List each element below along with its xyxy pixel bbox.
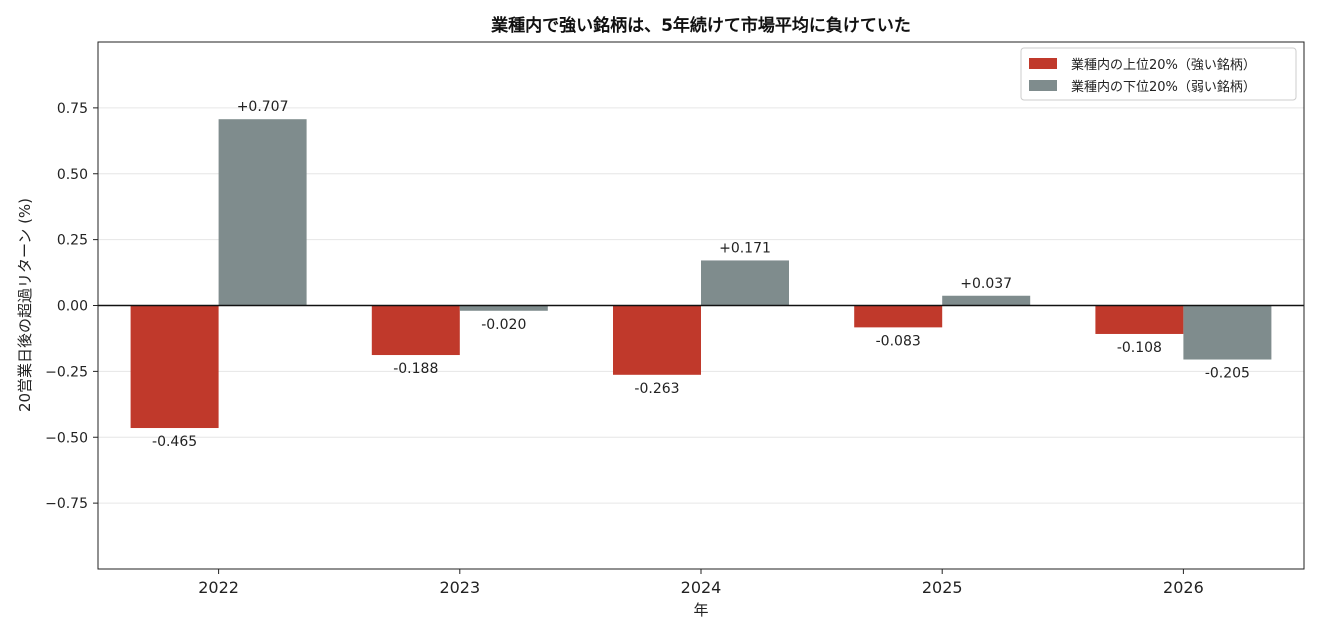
bar-top20-2024 — [613, 305, 701, 375]
bar-top20-2026 — [1095, 305, 1184, 334]
bar-bottom20-2024 — [701, 260, 789, 306]
y-tick-label: 0.75 — [57, 101, 88, 117]
data-label: -0.188 — [393, 361, 438, 377]
bar-bottom20-2022 — [218, 119, 307, 306]
legend-label: 業種内の上位20%（強い銘柄） — [1071, 57, 1256, 73]
y-tick-label: 0.25 — [57, 233, 88, 249]
x-tick-label: 2026 — [1163, 578, 1204, 597]
bar-bottom20-2025 — [942, 295, 1031, 306]
y-tick-label: −0.25 — [45, 364, 88, 380]
legend-swatch — [1029, 80, 1057, 91]
x-tick-label: 2023 — [439, 578, 480, 597]
data-label: -0.020 — [481, 317, 526, 333]
data-label: -0.108 — [1117, 340, 1162, 356]
data-label: +0.171 — [719, 240, 771, 256]
y-tick-label: −0.50 — [45, 430, 88, 446]
chart-title: 業種内で強い銘柄は、5年続けて市場平均に負けていた — [491, 15, 911, 36]
data-label: -0.263 — [634, 381, 679, 397]
bar-bottom20-2023 — [459, 305, 548, 311]
bar-top20-2022 — [130, 305, 219, 429]
data-label: +0.037 — [960, 276, 1012, 292]
data-label: +0.707 — [237, 99, 289, 115]
y-axis-label: 20営業日後の超過リターン (%) — [16, 198, 34, 412]
y-tick-label: 0.50 — [57, 167, 88, 183]
x-axis: 2022 2023 2024 2025 2026 — [198, 569, 1204, 597]
x-tick-label: 2022 — [198, 578, 239, 597]
bar-top20-2023 — [371, 305, 460, 356]
data-labels: -0.465 +0.707 -0.188 -0.020 -0.263 +0.171 -0.0… — [152, 99, 1250, 450]
legend-box — [1020, 47, 1297, 101]
data-label: -0.465 — [152, 434, 197, 450]
bar-top20-2025 — [854, 305, 943, 328]
data-label: -0.083 — [876, 333, 921, 349]
bars — [130, 119, 1272, 429]
legend-swatch — [1029, 58, 1057, 69]
y-tick-label: −0.75 — [45, 496, 88, 512]
legend: 業種内の上位20%（強い銘柄） 業種内の下位20%（弱い銘柄） — [1020, 47, 1297, 101]
y-axis: −0.75 −0.50 −0.25 0.00 0.25 0.50 0.75 — [45, 101, 98, 512]
x-tick-label: 2024 — [681, 578, 722, 597]
data-label: -0.205 — [1205, 366, 1250, 382]
plot-frame — [97, 41, 1305, 570]
x-axis-label: 年 — [693, 601, 708, 619]
x-tick-label: 2025 — [922, 578, 963, 597]
y-tick-label: 0.00 — [57, 299, 88, 315]
legend-label: 業種内の下位20%（弱い銘柄） — [1071, 79, 1256, 95]
bar-bottom20-2026 — [1183, 305, 1272, 360]
